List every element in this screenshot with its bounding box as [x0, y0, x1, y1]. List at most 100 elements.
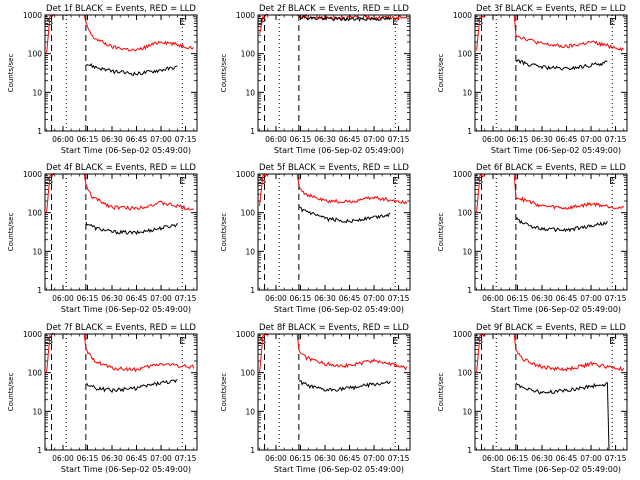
x-tick-label: 06:45 — [556, 135, 578, 144]
detector-panel: Det 1f BLACK = Events, RED = LLD Counts/s… — [7, 4, 198, 155]
x-axis-label: Start Time (06-Sep-02 05:49:00) — [491, 305, 621, 314]
y-axis-label: Counts/sec — [437, 373, 445, 412]
event-marker-letter: E — [609, 17, 615, 28]
y-tick-label: 10 — [245, 407, 255, 416]
y-tick-label: 1000 — [23, 330, 42, 339]
y-tick-label: 1 — [250, 286, 255, 295]
event-marker-letter: E — [43, 17, 49, 28]
y-tick-label: 100 — [28, 50, 43, 59]
series-line — [476, 14, 625, 52]
series-line — [476, 172, 624, 213]
series-line — [515, 59, 608, 71]
event-marker-letter: S — [260, 176, 266, 187]
x-tick-label: 06:30 — [531, 135, 553, 144]
plot-frame — [44, 333, 198, 451]
event-marker-letter: E — [43, 336, 49, 347]
x-tick-label: 06:45 — [556, 294, 578, 303]
y-tick-label: 10 — [32, 247, 42, 256]
x-tick-label: 06:00 — [265, 294, 287, 303]
event-marker-letter: S — [477, 17, 483, 28]
x-tick-label: 06:00 — [265, 454, 287, 463]
detector-panel: Det 9f BLACK = Events, RED = LLD Counts/s… — [437, 323, 628, 474]
series-line — [476, 333, 625, 373]
event-marker-letter: S — [47, 17, 53, 28]
event-marker-letter: S — [477, 336, 483, 347]
x-tick-label: 07:00 — [363, 454, 385, 463]
detector-panel: Det 3f BLACK = Events, RED = LLD Counts/s… — [437, 4, 628, 155]
y-tick-label: 1000 — [236, 11, 255, 20]
event-marker-letter: E — [609, 336, 615, 347]
x-tick-label: 07:00 — [363, 135, 385, 144]
plot-frame — [474, 173, 628, 291]
x-axis-label: Start Time (06-Sep-02 05:49:00) — [274, 146, 404, 155]
event-marker-letter: S — [47, 336, 53, 347]
y-tick-label: 1 — [250, 446, 255, 455]
y-tick-label: 100 — [458, 209, 473, 218]
x-tick-label: 06:15 — [507, 135, 529, 144]
y-tick-label: 1000 — [236, 330, 255, 339]
y-tick-label: 10 — [32, 407, 42, 416]
detector-panel: Det 7f BLACK = Events, RED = LLD Counts/s… — [7, 323, 198, 474]
y-tick-label: 100 — [241, 50, 256, 59]
y-axis-label: Counts/sec — [7, 54, 15, 93]
plot-frame — [257, 14, 411, 132]
event-marker-letter: E — [43, 176, 49, 187]
x-tick-label: 06:30 — [101, 294, 123, 303]
panel-title: Det 1f BLACK = Events, RED = LLD — [46, 4, 196, 14]
y-tick-label: 1000 — [453, 11, 472, 20]
detector-panel: Det 2f BLACK = Events, RED = LLD Counts/s… — [220, 4, 411, 155]
x-tick-label: 06:15 — [290, 454, 312, 463]
x-tick-label: 06:15 — [77, 294, 99, 303]
x-tick-label: 06:15 — [290, 294, 312, 303]
panel-title: Det 2f BLACK = Events, RED = LLD — [259, 4, 409, 14]
x-tick-label: 06:45 — [126, 135, 148, 144]
x-tick-label: 06:30 — [314, 294, 336, 303]
event-marker-letter: E — [473, 17, 479, 28]
panel-title: Det 6f BLACK = Events, RED = LLD — [476, 163, 626, 173]
y-tick-label: 10 — [32, 88, 42, 97]
x-tick-label: 07:15 — [388, 294, 410, 303]
event-marker-letter: S — [47, 176, 53, 187]
y-tick-label: 100 — [241, 369, 256, 378]
event-marker-letter: E — [256, 336, 262, 347]
y-tick-label: 10 — [462, 88, 472, 97]
y-tick-label: 10 — [245, 88, 255, 97]
event-marker-letter: E — [179, 336, 185, 347]
y-tick-label: 100 — [28, 369, 43, 378]
y-tick-label: 1 — [467, 446, 472, 455]
x-tick-label: 07:15 — [388, 135, 410, 144]
x-axis-label: Start Time (06-Sep-02 05:49:00) — [274, 465, 404, 474]
x-tick-label: 06:30 — [101, 135, 123, 144]
y-axis-label: Counts/sec — [220, 213, 228, 252]
x-tick-label: 06:45 — [339, 294, 361, 303]
y-tick-label: 1 — [37, 446, 42, 455]
y-tick-label: 100 — [458, 50, 473, 59]
x-tick-label: 06:00 — [52, 454, 74, 463]
y-tick-label: 1 — [250, 127, 255, 136]
y-tick-label: 10 — [462, 247, 472, 256]
series-line — [259, 173, 408, 206]
plot-frame — [474, 333, 628, 451]
event-marker-letter: E — [609, 176, 615, 187]
x-tick-label: 06:30 — [531, 454, 553, 463]
x-tick-label: 06:45 — [126, 294, 148, 303]
series-line — [298, 206, 391, 224]
detector-panel: Det 8f BLACK = Events, RED = LLD Counts/s… — [220, 323, 411, 474]
series-line — [298, 379, 391, 392]
detector-panel: Det 6f BLACK = Events, RED = LLD Counts/s… — [437, 163, 628, 314]
y-tick-label: 100 — [241, 209, 256, 218]
y-tick-label: 1 — [37, 286, 42, 295]
plot-frame — [474, 14, 628, 132]
x-tick-label: 07:00 — [363, 294, 385, 303]
x-tick-label: 06:30 — [101, 454, 123, 463]
plot-frame — [44, 173, 198, 291]
x-tick-label: 06:00 — [482, 294, 504, 303]
plot-frame — [44, 14, 198, 132]
x-tick-label: 06:45 — [126, 454, 148, 463]
x-tick-label: 07:15 — [175, 454, 197, 463]
x-axis-label: Start Time (06-Sep-02 05:49:00) — [491, 146, 621, 155]
panel-title: Det 9f BLACK = Events, RED = LLD — [476, 323, 626, 333]
x-tick-label: 06:00 — [482, 135, 504, 144]
panel-title: Det 3f BLACK = Events, RED = LLD — [476, 4, 626, 14]
